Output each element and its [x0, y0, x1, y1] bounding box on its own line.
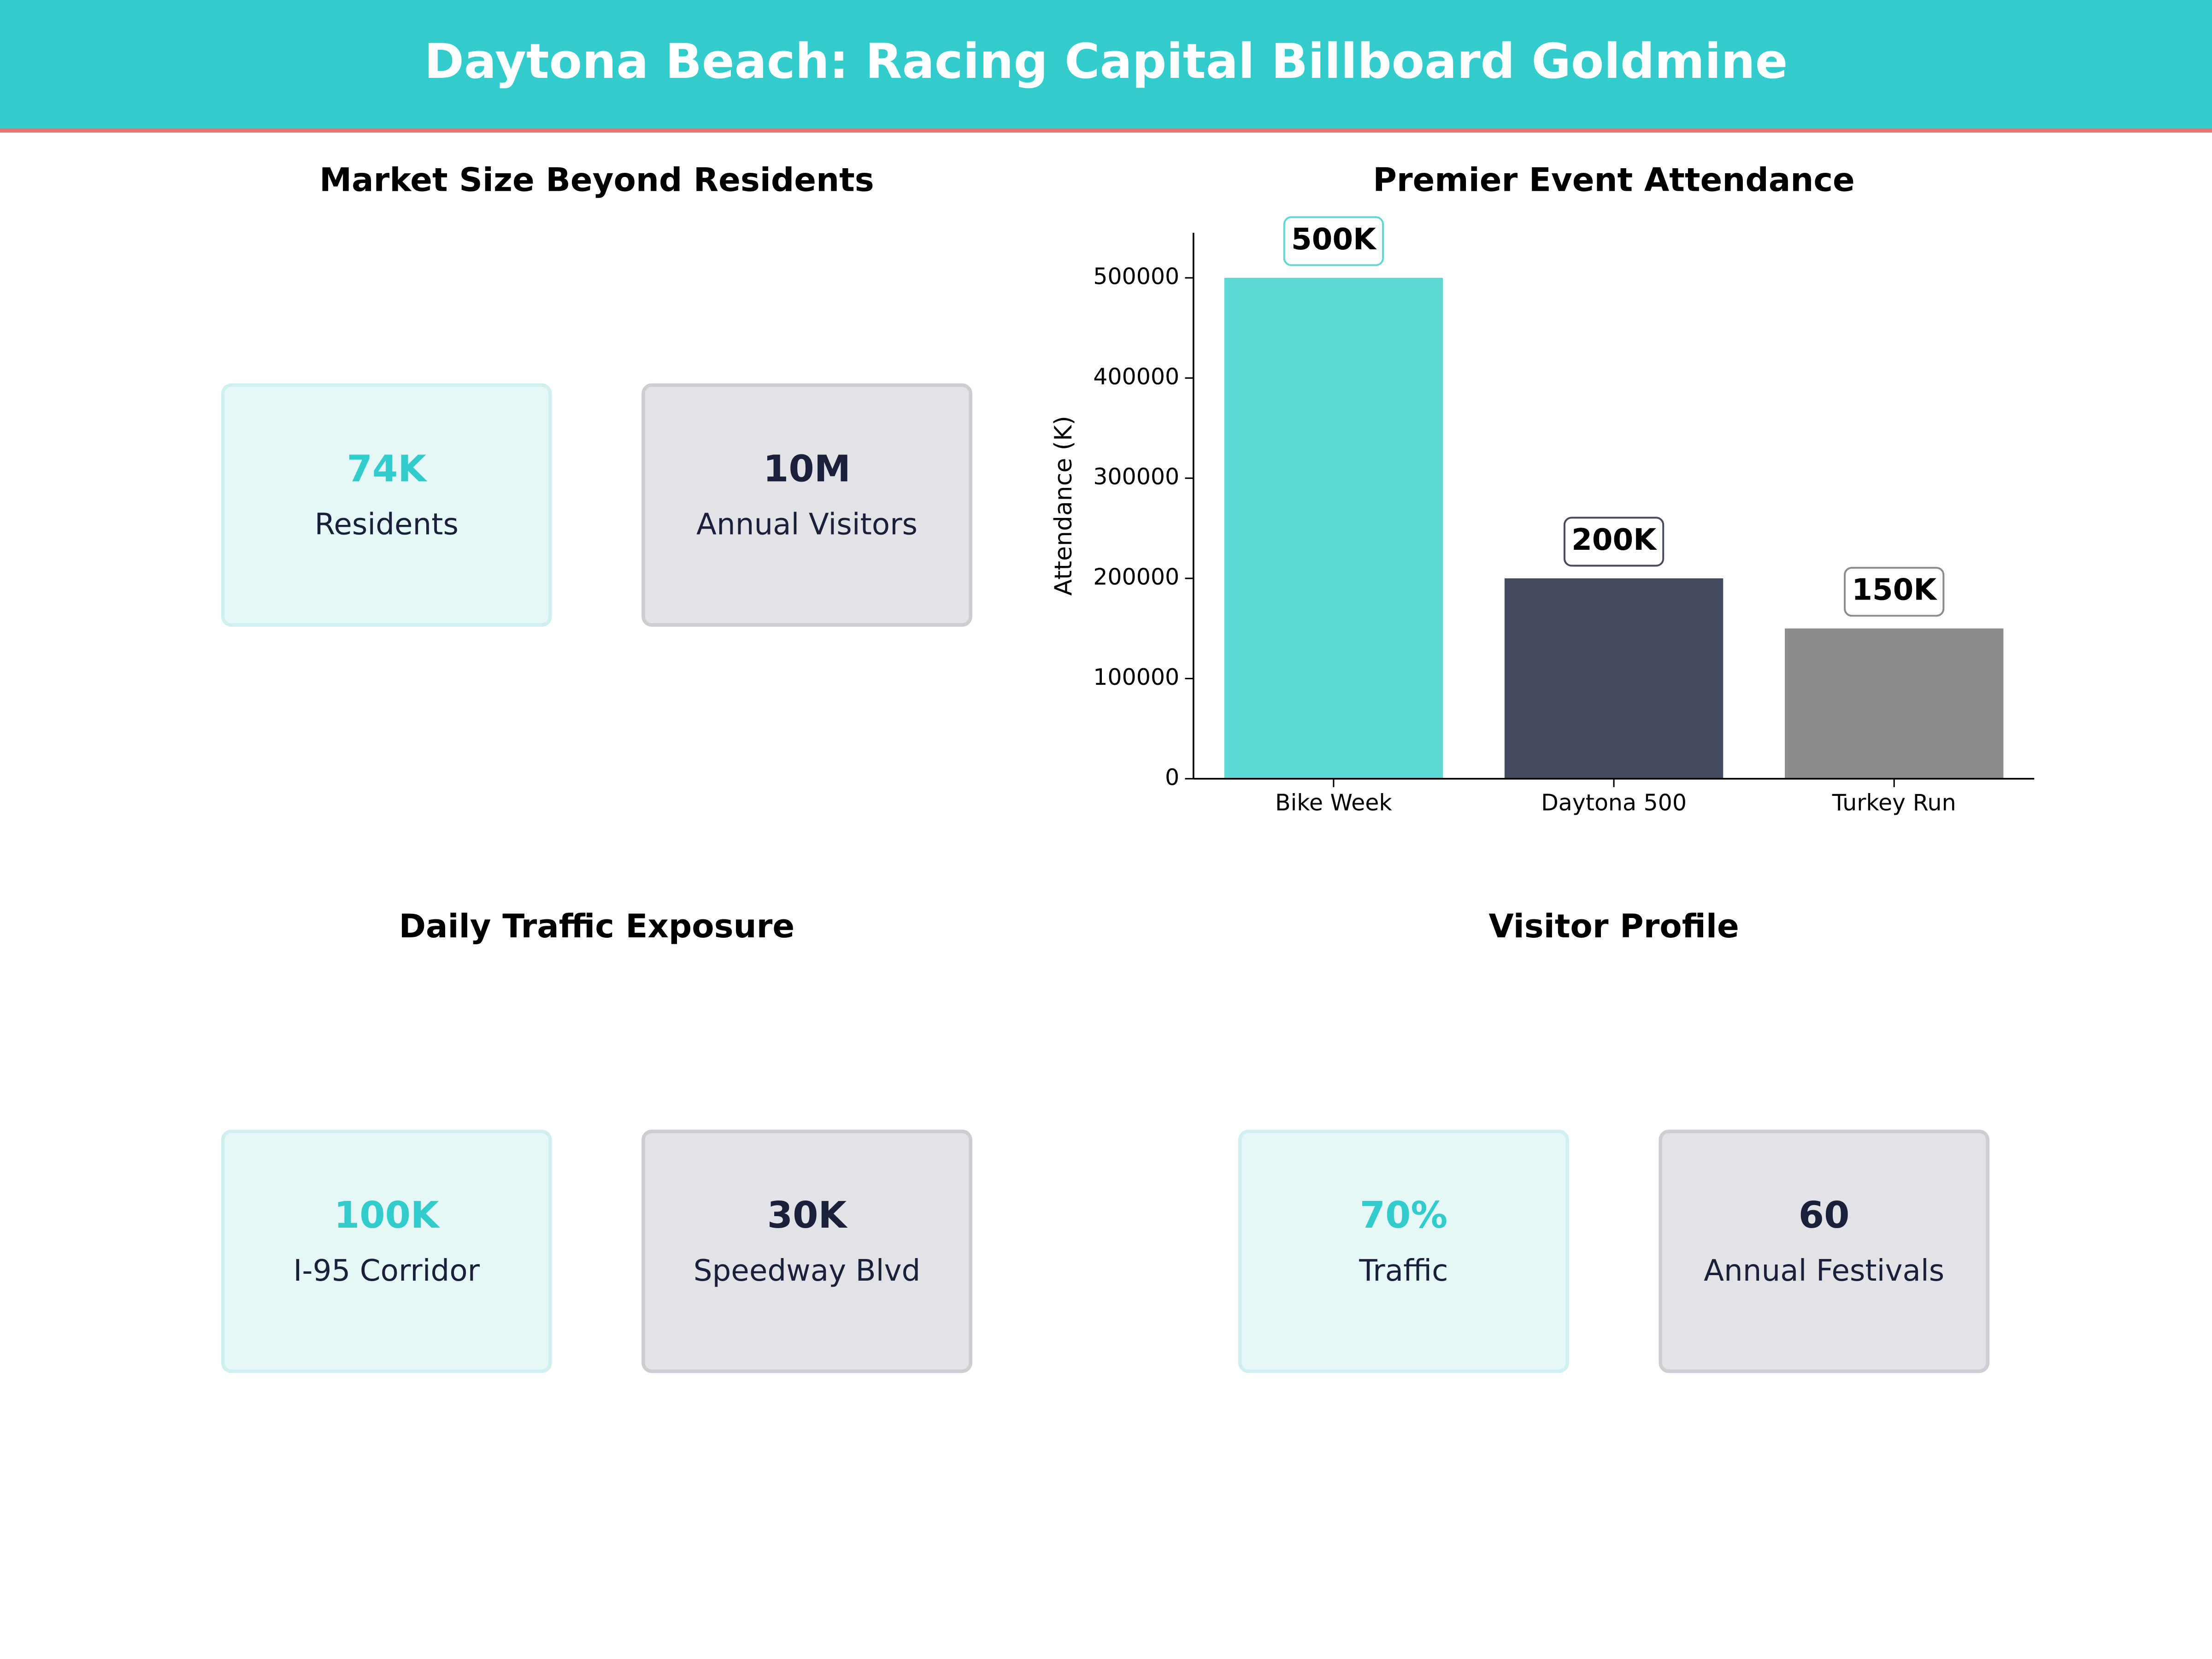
kpi-value: 70%: [1360, 1194, 1447, 1236]
kpi-card: [641, 1130, 972, 1373]
kpi-card: [641, 383, 972, 627]
y-tick-label: 200000: [1093, 564, 1179, 590]
header-rule: [0, 128, 2212, 133]
kpi-label: Speedway Blvd: [694, 1253, 921, 1288]
panel-title: Visitor Profile: [1488, 907, 1739, 945]
chart-title: Premier Event Attendance: [1373, 161, 1855, 199]
panel-title: Market Size Beyond Residents: [319, 161, 874, 199]
kpi-card: [221, 1130, 552, 1373]
kpi-value: 74K: [347, 447, 428, 490]
bar: [1504, 578, 1724, 779]
value-label: 500K: [1291, 222, 1377, 257]
kpi-label: Annual Festivals: [1704, 1253, 1944, 1288]
x-tick-label: Daytona 500: [1541, 789, 1687, 816]
value-label: 150K: [1852, 573, 1937, 607]
kpi-value: 10M: [763, 447, 851, 490]
bar: [1785, 628, 2004, 779]
y-tick-label: 0: [1165, 764, 1179, 790]
bar: [1224, 277, 1443, 779]
kpi-card: [1238, 1130, 1569, 1373]
header-band: [0, 0, 2212, 129]
value-label-box: [1844, 567, 1945, 617]
x-tick-label: Bike Week: [1275, 789, 1392, 816]
y-tick-label: 500000: [1093, 263, 1179, 289]
kpi-label: Residents: [315, 507, 459, 541]
value-label: 200K: [1571, 523, 1657, 557]
x-tick-label: Turkey Run: [1832, 789, 1956, 816]
page-title: Daytona Beach: Racing Capital Billboard …: [424, 33, 1788, 89]
value-label-box: [1563, 517, 1665, 567]
y-tick-label: 400000: [1093, 364, 1179, 390]
panel-title: Daily Traffic Exposure: [399, 907, 795, 945]
kpi-card: [221, 383, 552, 627]
kpi-card: [1659, 1130, 1990, 1373]
kpi-label: Traffic: [1359, 1253, 1448, 1288]
kpi-value: 60: [1799, 1194, 1850, 1236]
kpi-label: I-95 Corridor: [293, 1253, 480, 1288]
kpi-value: 100K: [334, 1194, 441, 1236]
value-label-box: [1283, 216, 1384, 266]
y-axis-label: Attendance (K): [1050, 416, 1077, 595]
y-tick-label: 300000: [1093, 464, 1179, 490]
y-tick-label: 100000: [1093, 664, 1179, 690]
kpi-label: Annual Visitors: [696, 507, 918, 541]
kpi-value: 30K: [767, 1194, 848, 1236]
